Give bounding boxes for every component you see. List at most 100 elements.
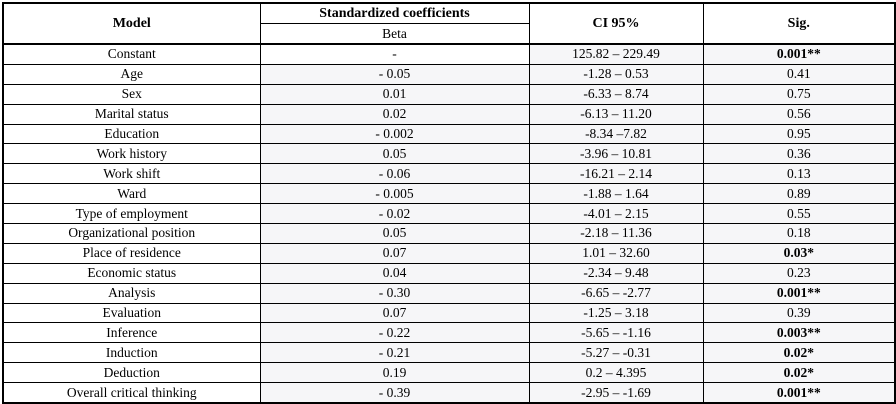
model-cell: Organizational position [2, 223, 261, 244]
table-row: Marital status 0.02 -6.13 – 11.20 0.56 [2, 103, 896, 125]
table-row: Place of residence 0.07 1.01 – 32.60 0.03* [2, 242, 896, 264]
table-row: Induction - 0.21 -5.27 – -0.31 0.02* [2, 342, 896, 364]
table-row: Analysis - 0.30 -6.65 – -2.77 0.001** [2, 282, 896, 304]
table-row: Organizational position 0.05 -2.18 – 11.36… [2, 223, 896, 244]
sig-cell: 0.001** [702, 282, 896, 304]
beta-cell: - 0.06 [259, 163, 530, 185]
sig-cell: 0.003** [702, 322, 896, 344]
ci-cell: -5.27 – -0.31 [528, 342, 704, 364]
model-cell: Type of employment [2, 203, 261, 225]
sig-cell: 0.001** [702, 42, 896, 65]
beta-cell: - [259, 42, 530, 65]
model-cell: Marital status [2, 103, 261, 125]
sig-cell: 0.89 [702, 183, 896, 205]
table-row: Ward - 0.005 -1.88 – 1.64 0.89 [2, 183, 896, 205]
column-header-ci-95: CI 95% [528, 2, 704, 45]
beta-cell: - 0.05 [259, 63, 530, 85]
model-cell: Evaluation [2, 302, 261, 324]
model-cell: Education [2, 123, 261, 145]
model-cell: Deduction [2, 362, 261, 384]
ci-cell: 1.01 – 32.60 [528, 242, 704, 264]
beta-cell: - 0.30 [259, 282, 530, 304]
ci-cell: -2.34 – 9.48 [528, 262, 704, 284]
table-row: Inference - 0.22 -5.65 – -1.16 0.003** [2, 322, 896, 344]
model-cell: Work history [2, 143, 261, 165]
table-row: Age - 0.05 -1.28 – 0.53 0.41 [2, 63, 896, 85]
sig-cell: 0.001** [702, 382, 896, 404]
beta-cell: 0.19 [259, 362, 530, 384]
table-row: Constant -125.82 – 229.49 0.001** [2, 42, 896, 65]
beta-cell: 0.07 [259, 242, 530, 264]
beta-cell: 0.07 [259, 302, 530, 324]
header-row-beta: Beta [3, 23, 895, 45]
column-header-sig: Sig. [702, 2, 896, 45]
beta-cell: - 0.005 [259, 183, 530, 205]
ci-cell: -2.18 – 11.36 [528, 223, 704, 244]
ci-cell: -3.96 – 10.81 [528, 143, 704, 165]
sig-cell: 0.75 [702, 83, 896, 105]
table-row: Type of employment - 0.02 -4.01 – 2.15 0.55 [2, 203, 896, 225]
sig-cell: 0.56 [702, 103, 896, 125]
beta-cell: 0.04 [259, 262, 530, 284]
column-header-beta: Beta [259, 23, 530, 45]
table-body: Constant -125.82 – 229.49 0.001** Age - 0.05… [2, 42, 896, 404]
ci-cell: -1.25 – 3.18 [528, 302, 704, 324]
model-cell: Overall critical thinking [2, 382, 261, 404]
model-cell: Inference [2, 322, 261, 344]
table-row: Work history 0.05 -3.96 – 10.81 0.36 [2, 143, 896, 165]
beta-cell: - 0.002 [259, 123, 530, 145]
sig-cell: 0.02* [702, 342, 896, 364]
model-cell: Analysis [2, 282, 261, 304]
table-row: Work shift - 0.06 -16.21 – 2.14 0.13 [2, 163, 896, 185]
beta-cell: 0.05 [259, 223, 530, 244]
beta-cell: 0.02 [259, 103, 530, 125]
sig-cell: 0.03* [702, 242, 896, 264]
ci-cell: 0.2 – 4.395 [528, 362, 704, 384]
column-header-model: Model [2, 2, 261, 45]
model-cell: Sex [2, 83, 261, 105]
sig-cell: 0.23 [702, 262, 896, 284]
ci-cell: 125.82 – 229.49 [528, 42, 704, 65]
beta-cell: 0.05 [259, 143, 530, 165]
model-cell: Economic status [2, 262, 261, 284]
ci-cell: -4.01 – 2.15 [528, 203, 704, 225]
column-header-standardized-coefficients: Standardized coefficients [259, 2, 530, 24]
table-row: Evaluation 0.07 -1.25 – 3.18 0.39 [2, 302, 896, 324]
ci-cell: -1.28 – 0.53 [528, 63, 704, 85]
sig-cell: 0.18 [702, 223, 896, 244]
table-row: Economic status 0.04 -2.34 – 9.48 0.23 [2, 262, 896, 284]
beta-cell: - 0.21 [259, 342, 530, 364]
table-row: Sex 0.01 -6.33 – 8.74 0.75 [2, 83, 896, 105]
sig-cell: 0.39 [702, 302, 896, 324]
ci-cell: -16.21 – 2.14 [528, 163, 704, 185]
beta-cell: - 0.02 [259, 203, 530, 225]
sig-cell: 0.95 [702, 123, 896, 145]
table-row: Education - 0.002 -8.34 –7.82 0.95 [2, 123, 896, 145]
ci-cell: -6.65 – -2.77 [528, 282, 704, 304]
model-cell: Constant [2, 42, 261, 65]
ci-cell: -2.95 – -1.69 [528, 382, 704, 404]
sig-cell: 0.36 [702, 143, 896, 165]
sig-cell: 0.13 [702, 163, 896, 185]
header-row-top: Model Standardized coefficients CI 95% S… [2, 2, 896, 45]
model-cell: Ward [2, 183, 261, 205]
ci-cell: -8.34 –7.82 [528, 123, 704, 145]
beta-cell: - 0.22 [259, 322, 530, 344]
sig-cell: 0.41 [702, 63, 896, 85]
model-cell: Age [2, 63, 261, 85]
table-row: Deduction 0.19 0.2 – 4.395 0.02* [2, 362, 896, 384]
sig-cell: 0.02* [702, 362, 896, 384]
model-cell: Induction [2, 342, 261, 364]
table-header: Model Standardized coefficients CI 95% S… [2, 2, 896, 45]
table-row: Overall critical thinking - 0.39 -2.95 – -… [2, 382, 896, 404]
beta-cell: 0.01 [259, 83, 530, 105]
model-cell: Work shift [2, 163, 261, 185]
ci-cell: -5.65 – -1.16 [528, 322, 704, 344]
ci-cell: -6.13 – 11.20 [528, 103, 704, 125]
model-cell: Place of residence [2, 242, 261, 264]
ci-cell: -6.33 – 8.74 [528, 83, 704, 105]
beta-cell: - 0.39 [259, 382, 530, 404]
sig-cell: 0.55 [702, 203, 896, 225]
